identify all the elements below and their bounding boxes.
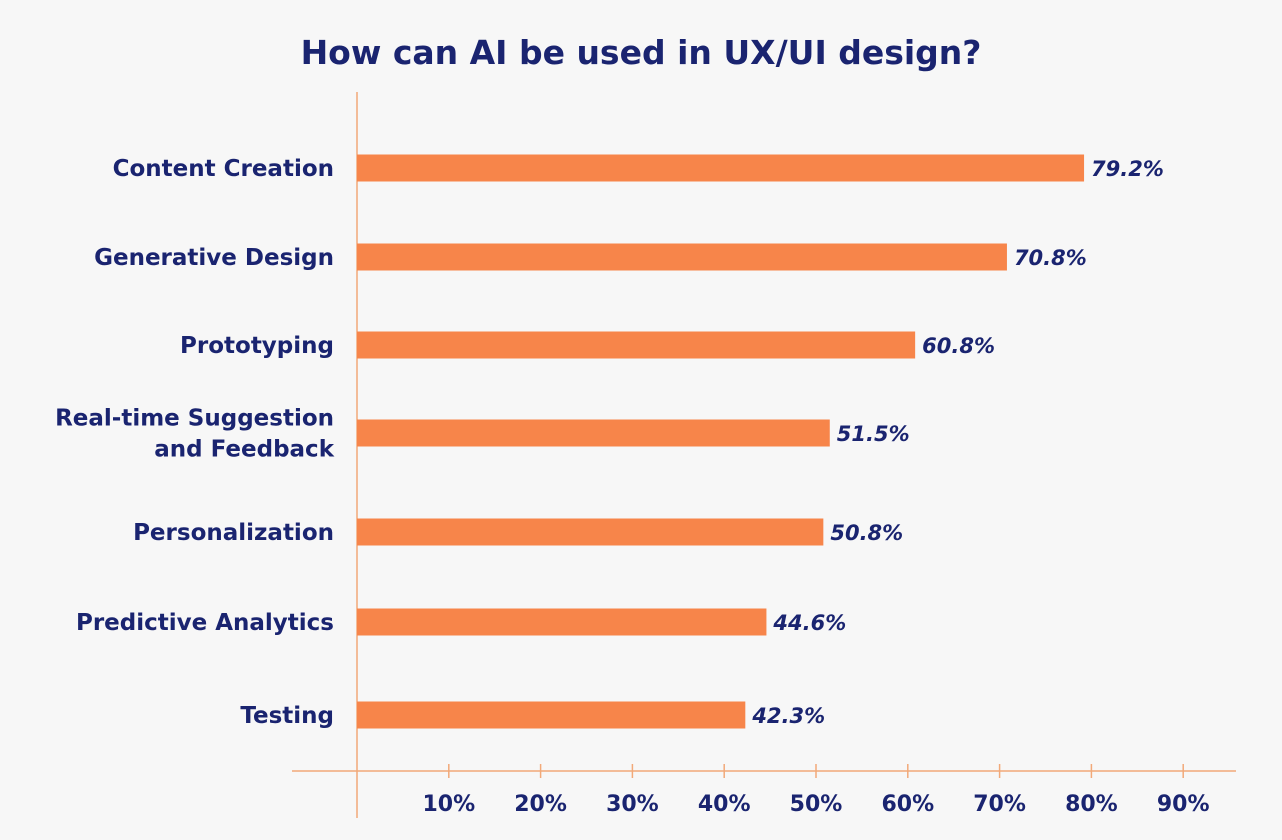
x-tick-label: 30%	[606, 792, 659, 817]
category-label: Content Creation	[113, 156, 334, 182]
category-labels: Content Creation Generative Design Prototy…	[55, 156, 335, 729]
bar	[357, 701, 746, 729]
bar	[357, 331, 916, 359]
value-label: 70.8%	[1014, 246, 1087, 270]
value-label: 79.2%	[1091, 157, 1164, 181]
value-label: 44.6%	[772, 611, 846, 635]
category-label: Real-time Suggestion and Feedback	[55, 406, 335, 463]
bars	[357, 154, 1085, 729]
value-labels: 79.2% 70.8% 60.8% 51.5% 50.8% 44.6% 42.3%	[751, 157, 1164, 728]
x-tick-label: 60%	[881, 792, 934, 817]
x-tick-label: 80%	[1065, 792, 1118, 817]
x-tick-label: 10%	[422, 792, 475, 817]
x-tick-label: 70%	[973, 792, 1026, 817]
category-label: Prototyping	[180, 333, 334, 359]
bar	[357, 154, 1085, 182]
value-label: 60.8%	[922, 334, 995, 358]
value-label: 42.3%	[751, 704, 825, 728]
bar	[357, 243, 1007, 271]
category-label: Testing	[240, 703, 334, 729]
bar	[357, 518, 824, 546]
category-label: Predictive Analytics	[76, 610, 334, 636]
x-tick-label: 90%	[1157, 792, 1210, 817]
bar	[357, 608, 767, 636]
value-label: 50.8%	[830, 521, 903, 545]
chart-title: How can AI be used in UX/UI design?	[301, 33, 982, 72]
category-label: Generative Design	[94, 245, 334, 271]
x-tick-label: 20%	[514, 792, 567, 817]
x-tick-label: 50%	[790, 792, 843, 817]
bar	[357, 419, 830, 447]
category-label: Personalization	[133, 520, 334, 546]
x-ticks: 10% 20% 30% 40% 50% 60% 70% 80% 90%	[422, 764, 1210, 817]
x-tick-label: 40%	[698, 792, 751, 817]
value-label: 51.5%	[837, 422, 910, 446]
